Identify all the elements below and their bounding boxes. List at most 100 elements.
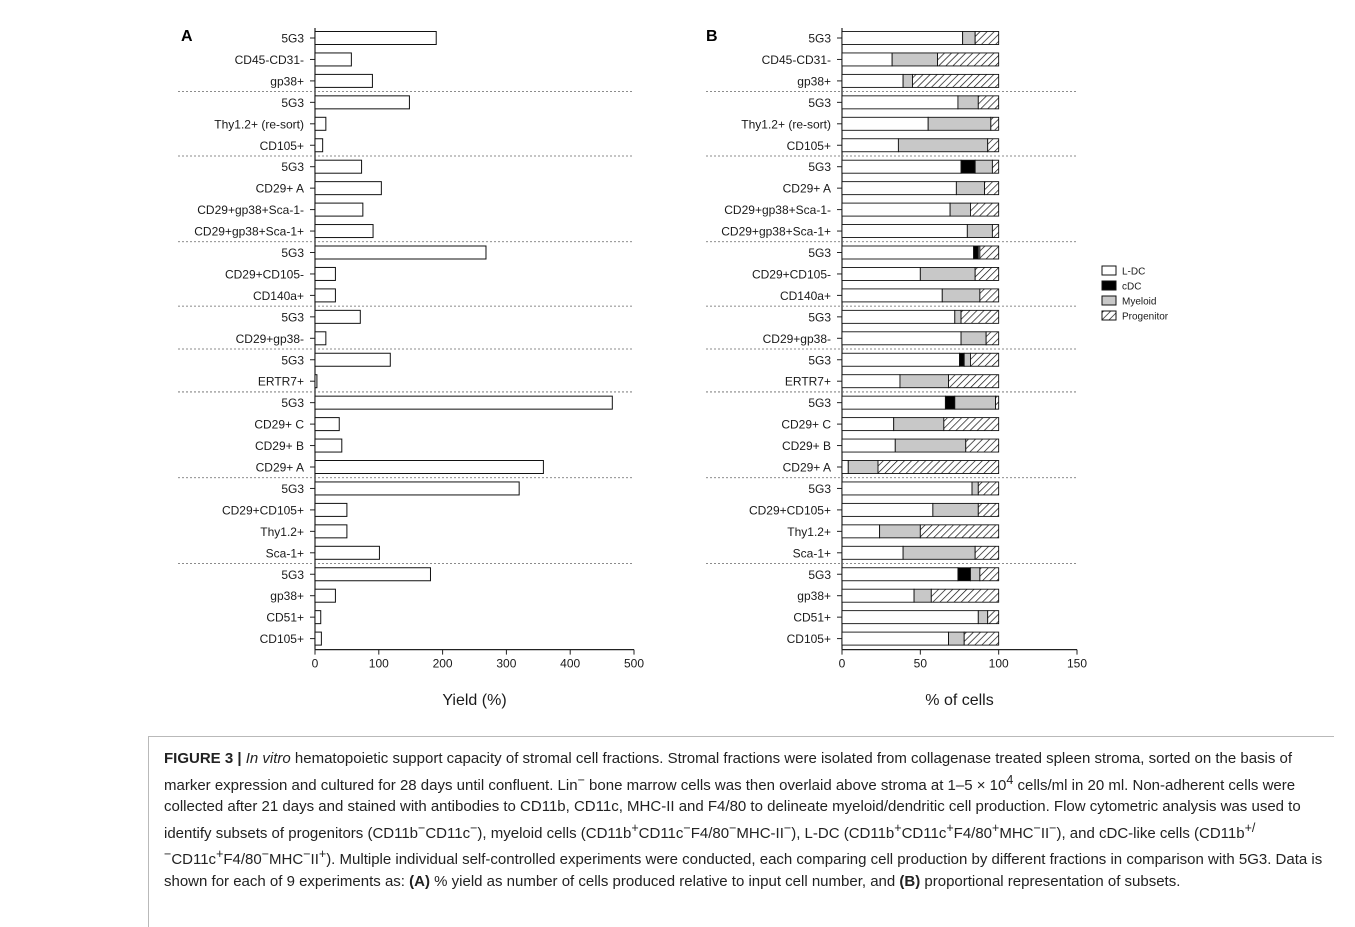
panel-b-bar-segment (977, 610, 989, 625)
legend-label: L-DC (1122, 267, 1145, 278)
panel-b-bar-segment (894, 438, 967, 453)
panel-a-bar (314, 417, 340, 432)
panel-b-bar-segment (841, 567, 959, 582)
panel-b-x-tick-label: 0 (839, 657, 846, 671)
panel-b-bar-segment (877, 460, 1000, 474)
panel-b-bar-segment (977, 481, 1000, 496)
panel-b-bar-segment (979, 245, 1000, 260)
panel-a-bar (314, 181, 382, 196)
panel-b-x-tick-label: 150 (1067, 657, 1087, 671)
panel-b-category-label: CD45-CD31- (762, 53, 831, 67)
panel-b-bar-segment (954, 309, 962, 324)
panel-b-bar-segment (841, 417, 895, 432)
panel-a-category-label: 5G3 (281, 568, 304, 582)
panel-a-category-label: 5G3 (281, 482, 304, 496)
panel-a-bar (314, 159, 363, 174)
panel-a-bar (314, 288, 336, 303)
panel-b-bar-segment (919, 267, 976, 281)
panel-a-category-label: CD29+ B (255, 439, 304, 453)
panel-b-bar-segment (954, 395, 996, 410)
panel-b-bar-segment (841, 545, 904, 560)
panel-b-bar-segment (841, 73, 904, 88)
panel-b-bar-segment (955, 181, 986, 196)
panel-b-category-label: CD29+gp38+Sca-1- (724, 203, 831, 217)
panel-a-bar (314, 31, 437, 45)
panel-b-chart: 5G3 CD45-CD31- gp38+ 5G3 Thy1.2+ (re-sort) CD… (706, 28, 1087, 709)
panel-b-bar-segment (974, 545, 1000, 560)
panel-a-bar (314, 502, 348, 517)
panel-a-category-label: CD29+gp38- (236, 332, 304, 346)
panel-b-bar-segment (841, 202, 951, 217)
panel-b-bar-segment (977, 95, 1000, 110)
panel-b-bar-segment (841, 438, 896, 453)
panel-b-bar-segment (919, 524, 1000, 539)
panel-b-bar-segment (943, 417, 1000, 432)
panel-b-bar-segment (957, 95, 979, 110)
panel-b-bar-segment (841, 224, 968, 239)
legend: L-DC cDC Myeloid Progenitor (1101, 265, 1169, 323)
panel-a-category-label: CD51+ (266, 611, 304, 625)
panel-b-category-label: CD51+ (793, 611, 831, 625)
panel-b-category-label: CD29+gp38+Sca-1+ (721, 225, 831, 239)
panel-b-category-label: gp38+ (797, 589, 831, 603)
panel-b-x-axis-label: % of cells (925, 692, 993, 709)
panel-b-label: B (706, 28, 718, 45)
panel-b-category-label: 5G3 (808, 246, 831, 260)
panel-a-category-label: CD140a+ (253, 289, 304, 303)
panel-a-bar (314, 438, 343, 453)
panel-b-bar-segment (959, 352, 965, 367)
panel-a-category-label: 5G3 (281, 160, 304, 174)
panel-a-category-label: CD29+ C (254, 418, 304, 432)
panel-a-bar (314, 545, 380, 560)
panel-b-bar-segment (990, 116, 1000, 131)
panel-a-bar (314, 524, 348, 539)
panel-b-category-label: Sca-1+ (793, 546, 831, 560)
panel-a-x-tick-label: 200 (433, 657, 453, 671)
panel-a-x-tick-label: 0 (312, 657, 319, 671)
panel-a-x-tick-label: 300 (496, 657, 516, 671)
panel-b-bar-segment (879, 524, 921, 539)
panel-a-category-label: 5G3 (281, 96, 304, 110)
panel-a-label: A (181, 28, 193, 45)
panel-b-bar-segment (841, 267, 921, 281)
panel-b-bar-segment (913, 588, 932, 603)
panel-a-bar (314, 395, 613, 410)
panel-b-category-label: ERTR7+ (785, 375, 831, 389)
panel-b-bar-segment (841, 631, 949, 646)
legend-swatch (1101, 265, 1117, 276)
caption-frame (148, 736, 1334, 927)
panel-b-bar-segment (841, 331, 962, 346)
panel-a-chart: 5G3 CD45-CD31- gp38+ 5G3 Thy1.2+ (re-sort) CD… (178, 28, 644, 709)
panel-a-bar (314, 309, 361, 324)
panel-b-bar-segment (979, 288, 1000, 303)
panel-a-x-tick-label: 400 (560, 657, 580, 671)
panel-b-bar-segment (841, 52, 893, 67)
panel-b-bar-segment (963, 631, 1000, 646)
panel-a-bar (314, 331, 327, 346)
panel-b-bar-segment (841, 116, 929, 131)
panel-b-bar-segment (841, 374, 901, 389)
panel-b-bar-segment (977, 502, 1000, 517)
panel-b-category-label: CD140a+ (780, 289, 831, 303)
chart-canvas: A B 5G3 CD45-CD31- gp38+ 5G3 Thy1.2+ (re-sor… (178, 28, 1169, 709)
figure: A B 5G3 CD45-CD31- gp38+ 5G3 Thy1.2+ (re-sor… (178, 28, 1169, 709)
panel-a-bar (314, 266, 336, 281)
panel-b-bar-segment (841, 610, 979, 625)
panel-b-bar-segment (893, 417, 945, 432)
panel-a-bar (314, 352, 391, 367)
panel-b-bar-segment (984, 181, 1000, 196)
panel-b-bar-segment (932, 502, 979, 517)
panel-b-bar-segment (949, 202, 971, 217)
legend-swatch (1101, 280, 1117, 291)
panel-a-bar (314, 138, 324, 153)
panel-b-bar-segment (971, 481, 979, 496)
panel-a-category-label: ERTR7+ (258, 375, 304, 389)
panel-b-bar-segment (841, 159, 962, 174)
panel-b-category-label: 5G3 (808, 353, 831, 367)
panel-b-bar-segment (841, 524, 881, 539)
panel-b-category-label: CD105+ (787, 139, 831, 153)
panel-b-bar-segment (991, 224, 1000, 239)
panel-a-category-label: CD29+CD105- (225, 267, 304, 281)
panel-b-bar-segment (941, 288, 981, 303)
panel-a-bar (314, 631, 322, 646)
